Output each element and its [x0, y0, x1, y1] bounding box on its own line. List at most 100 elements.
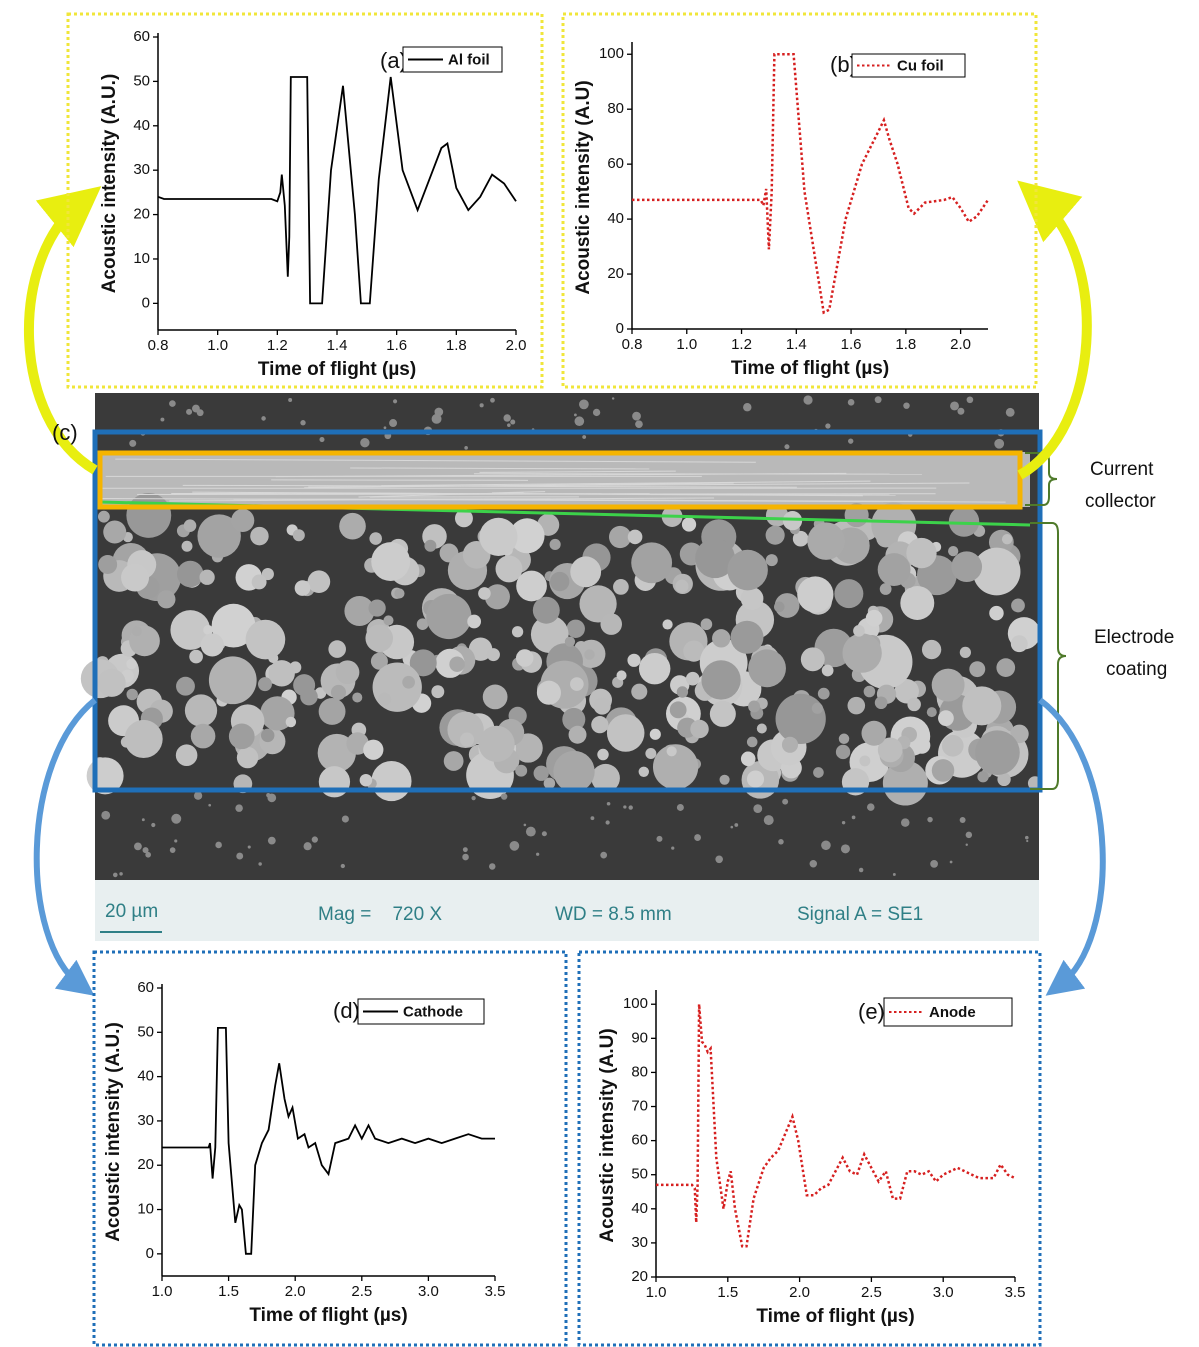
- particle: [126, 688, 138, 701]
- particle: [177, 560, 204, 588]
- speck: [957, 407, 965, 415]
- x-tick-label: 2.0: [285, 1283, 306, 1300]
- particle: [261, 728, 275, 743]
- particle: [765, 525, 785, 545]
- y-tick-label: 30: [133, 161, 150, 178]
- particle: [948, 506, 980, 537]
- particle: [307, 570, 331, 593]
- particle: [97, 510, 110, 523]
- particle: [997, 772, 1011, 787]
- particle: [482, 684, 508, 710]
- speck: [949, 860, 953, 864]
- data-line: [632, 52, 990, 315]
- particle: [765, 554, 778, 567]
- x-tick-label: 1.8: [446, 337, 467, 354]
- speck: [803, 395, 813, 405]
- speck: [171, 813, 182, 824]
- speck: [611, 397, 615, 400]
- particle: [318, 698, 346, 725]
- particle: [199, 569, 215, 585]
- particle: [627, 653, 641, 667]
- speck: [142, 847, 149, 854]
- particle: [536, 680, 561, 705]
- speck: [734, 823, 739, 827]
- particle: [335, 660, 360, 685]
- speck: [462, 853, 469, 861]
- particle: [811, 702, 823, 714]
- y-tick-label: 40: [133, 117, 150, 134]
- particle: [300, 687, 318, 706]
- speck: [656, 835, 663, 842]
- particle: [748, 649, 786, 688]
- particle: [330, 684, 347, 700]
- speck: [490, 397, 495, 403]
- speck: [848, 438, 854, 444]
- y-tick-label: 100: [623, 995, 648, 1012]
- particle: [996, 658, 1016, 677]
- speck: [525, 826, 536, 837]
- particle: [792, 530, 809, 547]
- speck: [541, 831, 547, 837]
- speck: [464, 446, 468, 450]
- particle: [368, 599, 386, 617]
- speck: [215, 841, 222, 849]
- particle: [608, 525, 632, 549]
- panel-label: (a): [380, 48, 407, 73]
- particle: [835, 744, 851, 760]
- particle: [170, 610, 211, 650]
- speck: [778, 839, 784, 845]
- speck: [694, 834, 701, 841]
- speck: [950, 401, 959, 411]
- particle: [913, 736, 931, 754]
- arrow: [23, 186, 102, 475]
- y-tick-label: 50: [133, 72, 150, 89]
- particle: [842, 633, 882, 673]
- x-axis-title: Time of flight (µs): [258, 359, 416, 380]
- y-tick-label: 10: [133, 250, 150, 267]
- particle: [894, 679, 919, 704]
- particle: [431, 685, 445, 699]
- particle: [865, 609, 883, 627]
- particle: [533, 765, 549, 781]
- particle: [972, 547, 1021, 596]
- y-tick-label: 80: [607, 100, 624, 117]
- speck: [1026, 839, 1029, 843]
- particle: [746, 736, 758, 748]
- particle: [597, 748, 609, 761]
- particle: [549, 571, 570, 592]
- speck: [112, 872, 118, 878]
- scratch: [304, 482, 734, 489]
- particle: [416, 618, 429, 631]
- particle: [907, 697, 921, 712]
- particle: [211, 603, 256, 648]
- speck: [258, 862, 262, 866]
- particle: [593, 697, 611, 715]
- speck: [623, 805, 627, 809]
- particle: [838, 733, 850, 745]
- particle: [781, 736, 799, 753]
- particle: [727, 549, 768, 591]
- y-tick-label: 50: [631, 1166, 648, 1183]
- particle: [394, 588, 405, 599]
- speck: [809, 860, 818, 868]
- particle: [938, 710, 954, 727]
- speck: [434, 407, 444, 417]
- speck: [311, 836, 318, 843]
- particle: [126, 492, 172, 538]
- annotation: coating: [1106, 659, 1167, 680]
- particle: [616, 670, 627, 681]
- speck: [134, 842, 142, 851]
- speck: [169, 400, 176, 407]
- speck: [763, 815, 774, 826]
- x-tick-label: 2.0: [950, 336, 971, 353]
- speck: [341, 815, 349, 823]
- y-axis-title: Acoustic intensity (A.U.): [103, 1022, 124, 1242]
- y-tick-label: 50: [137, 1023, 154, 1040]
- particle: [638, 766, 650, 777]
- particle: [189, 649, 203, 664]
- speck: [866, 803, 875, 811]
- speck: [101, 810, 111, 820]
- x-tick-label: 1.5: [218, 1283, 239, 1300]
- particle: [719, 774, 730, 785]
- particle: [570, 556, 602, 588]
